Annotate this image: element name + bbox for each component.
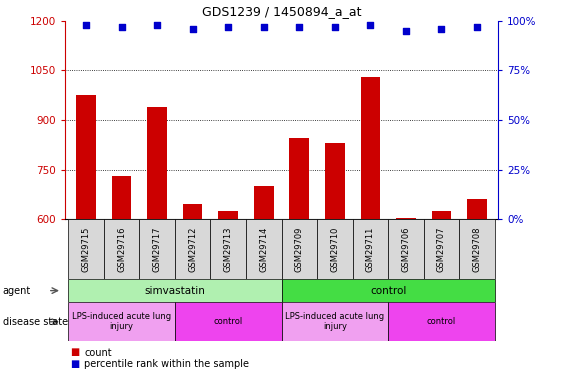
Bar bbox=[77, 95, 96, 375]
Bar bbox=[388, 302, 495, 341]
Bar bbox=[175, 302, 282, 341]
Point bbox=[153, 22, 162, 28]
Bar bbox=[282, 302, 388, 341]
Bar bbox=[183, 204, 203, 375]
Point bbox=[472, 24, 481, 30]
Bar bbox=[112, 176, 131, 375]
Bar bbox=[282, 279, 495, 302]
Text: LPS-induced acute lung
injury: LPS-induced acute lung injury bbox=[72, 312, 171, 331]
Text: GSM29711: GSM29711 bbox=[366, 226, 375, 272]
Text: GSM29717: GSM29717 bbox=[153, 226, 162, 272]
Bar bbox=[396, 218, 415, 375]
Bar bbox=[148, 107, 167, 375]
Bar bbox=[388, 219, 423, 279]
Bar bbox=[289, 138, 309, 375]
Text: disease state: disease state bbox=[3, 317, 68, 327]
Text: GSM29714: GSM29714 bbox=[259, 226, 268, 272]
Bar bbox=[317, 219, 352, 279]
Bar bbox=[68, 219, 104, 279]
Bar bbox=[360, 77, 380, 375]
Text: GSM29712: GSM29712 bbox=[188, 226, 197, 272]
Bar bbox=[175, 219, 211, 279]
Text: ■: ■ bbox=[70, 348, 79, 357]
Bar bbox=[254, 186, 274, 375]
Point bbox=[437, 26, 446, 32]
Bar bbox=[423, 219, 459, 279]
Point bbox=[117, 24, 126, 30]
Bar bbox=[218, 211, 238, 375]
Point bbox=[330, 24, 339, 30]
Text: GSM29710: GSM29710 bbox=[330, 226, 339, 272]
Bar bbox=[246, 219, 282, 279]
Text: control: control bbox=[370, 286, 406, 296]
Bar bbox=[352, 219, 388, 279]
Text: control: control bbox=[427, 317, 456, 326]
Bar bbox=[325, 143, 345, 375]
Bar bbox=[467, 200, 486, 375]
Bar bbox=[459, 219, 495, 279]
Bar bbox=[104, 219, 140, 279]
Bar bbox=[68, 279, 282, 302]
Bar bbox=[432, 211, 451, 375]
Text: GSM29706: GSM29706 bbox=[401, 226, 410, 272]
Point bbox=[295, 24, 304, 30]
Bar bbox=[68, 302, 175, 341]
Text: percentile rank within the sample: percentile rank within the sample bbox=[84, 359, 249, 369]
Text: agent: agent bbox=[3, 286, 31, 296]
Bar bbox=[282, 219, 317, 279]
Bar bbox=[211, 219, 246, 279]
Text: count: count bbox=[84, 348, 112, 357]
Bar bbox=[140, 219, 175, 279]
Point bbox=[259, 24, 268, 30]
Point bbox=[188, 26, 197, 32]
Text: LPS-induced acute lung
injury: LPS-induced acute lung injury bbox=[285, 312, 385, 331]
Text: ■: ■ bbox=[70, 359, 79, 369]
Text: GSM29708: GSM29708 bbox=[472, 226, 481, 272]
Text: GSM29713: GSM29713 bbox=[224, 226, 233, 272]
Text: GSM29709: GSM29709 bbox=[295, 226, 304, 272]
Point bbox=[366, 22, 375, 28]
Point bbox=[401, 28, 410, 34]
Text: control: control bbox=[213, 317, 243, 326]
Point bbox=[82, 22, 91, 28]
Text: simvastatin: simvastatin bbox=[145, 286, 205, 296]
Title: GDS1239 / 1450894_a_at: GDS1239 / 1450894_a_at bbox=[202, 5, 361, 18]
Text: GSM29715: GSM29715 bbox=[82, 226, 91, 272]
Text: GSM29707: GSM29707 bbox=[437, 226, 446, 272]
Point bbox=[224, 24, 233, 30]
Text: GSM29716: GSM29716 bbox=[117, 226, 126, 272]
